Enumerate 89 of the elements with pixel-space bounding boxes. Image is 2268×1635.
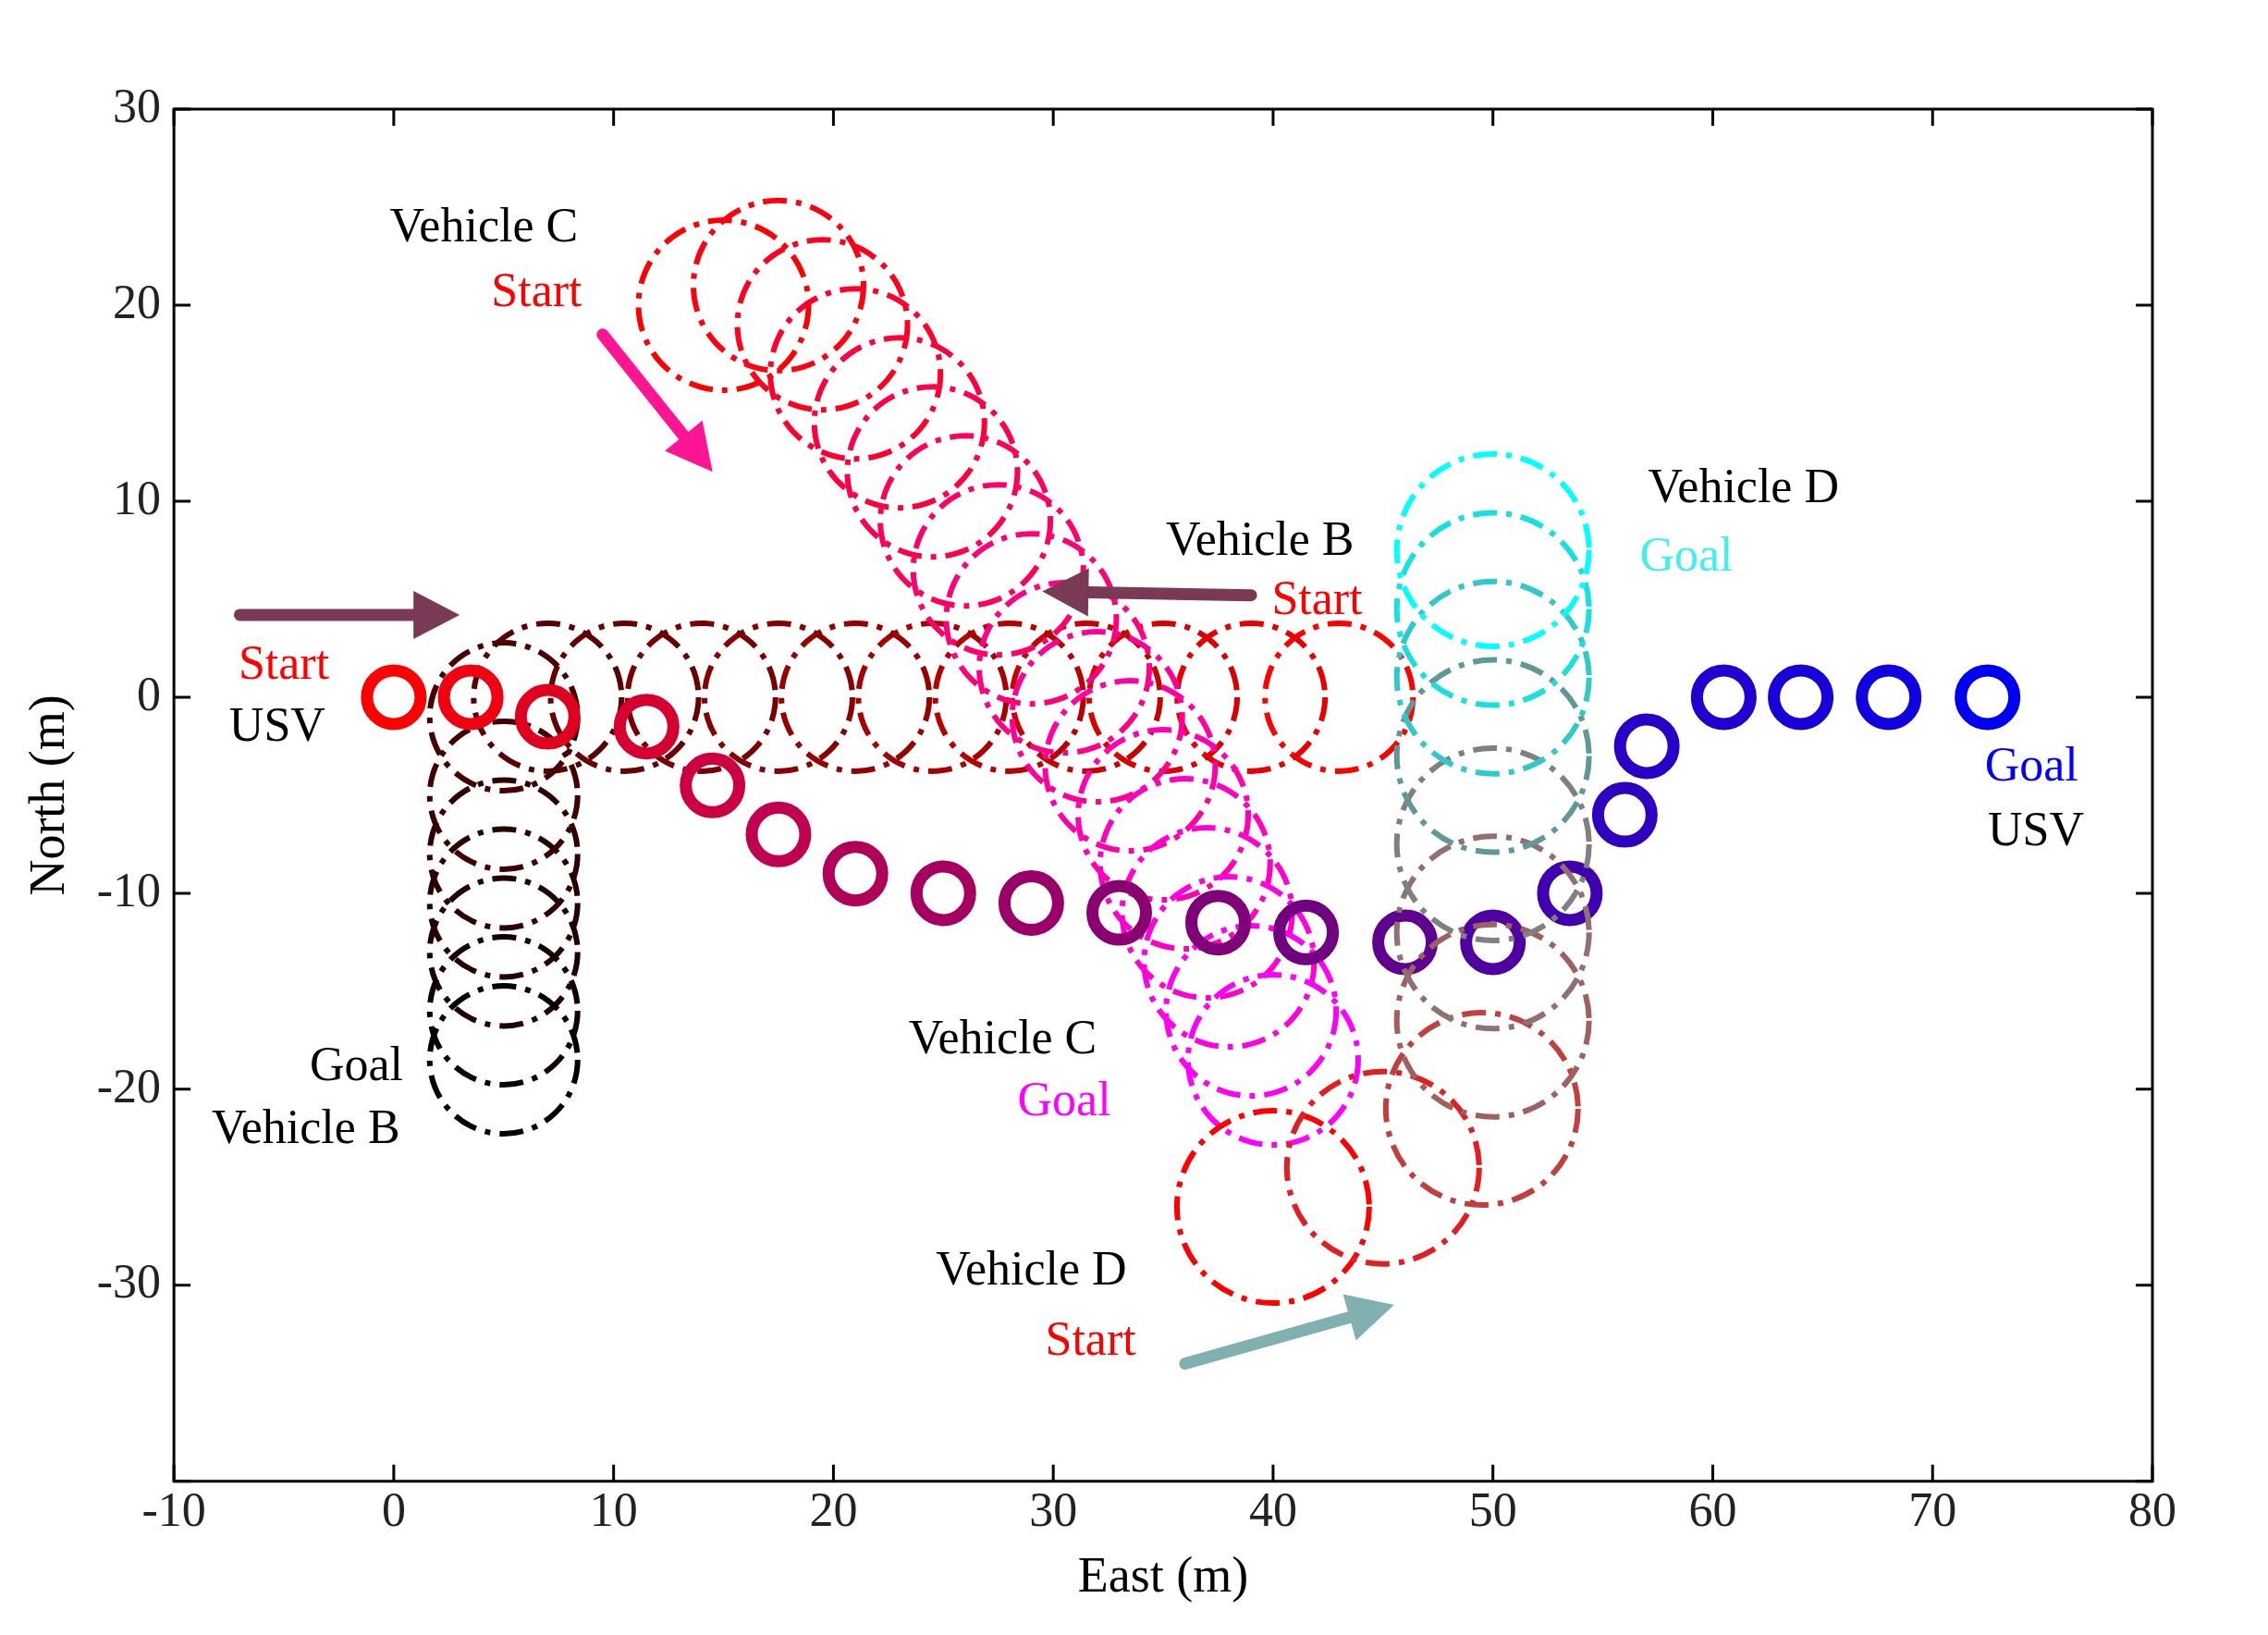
y-axis-title: North (m): [18, 695, 75, 896]
annotation: Start: [1045, 1311, 1137, 1365]
x-tick-label: 10: [589, 1482, 638, 1536]
point: [1184, 972, 1361, 1149]
point: [1009, 629, 1185, 805]
point: [1075, 727, 1252, 904]
annotation: Vehicle C: [389, 198, 579, 252]
annotation: Vehicle D: [1648, 459, 1839, 512]
point: [1393, 450, 1592, 649]
y-tick-label: -10: [96, 863, 162, 916]
point: [680, 752, 746, 818]
point: [426, 875, 581, 1029]
annotation: Vehicle C: [908, 1010, 1097, 1063]
annotation: Start: [1271, 571, 1364, 624]
point: [690, 197, 866, 374]
point: [1690, 664, 1757, 731]
point: [998, 869, 1064, 936]
annotation: Goal: [1984, 737, 2078, 791]
point: [426, 826, 581, 980]
annotation: Vehicle D: [936, 1241, 1127, 1295]
y-tick-label: 20: [113, 275, 162, 328]
x-tick-label: 0: [381, 1482, 406, 1536]
point: [1591, 781, 1658, 848]
point: [1086, 879, 1153, 946]
point: [1393, 657, 1592, 855]
y-tick-label: 0: [137, 667, 162, 720]
point: [855, 620, 1010, 774]
point: [1393, 578, 1592, 777]
x-tick-label: 70: [1908, 1482, 1957, 1536]
point: [1393, 744, 1592, 943]
annotation: USV: [228, 698, 325, 752]
annotation: Start: [238, 635, 330, 689]
point: [1042, 678, 1219, 854]
point: [426, 934, 581, 1088]
annotation: Start: [491, 263, 583, 316]
point: [976, 580, 1153, 756]
point: [1537, 860, 1603, 927]
annotation: Vehicle B: [211, 1100, 400, 1154]
x-tick-label: 60: [1688, 1482, 1737, 1536]
point: [1119, 825, 1295, 1002]
y-tick-label: -30: [96, 1255, 162, 1309]
point: [547, 620, 702, 774]
x-axis-title: East (m): [1077, 1546, 1249, 1603]
point: [1393, 510, 1592, 708]
point: [1955, 664, 2021, 731]
point: [811, 335, 987, 511]
point: [1273, 899, 1340, 965]
point: [1856, 664, 1922, 731]
point: [701, 620, 855, 774]
point: [1382, 1010, 1581, 1209]
point: [426, 640, 581, 794]
point: [844, 384, 1021, 560]
y-tick-label: -20: [96, 1059, 162, 1113]
point: [1283, 1068, 1482, 1267]
point: [822, 841, 889, 907]
y-tick-label: 10: [113, 471, 162, 524]
point: [778, 620, 933, 774]
annotation: Vehicle B: [1165, 512, 1355, 566]
point: [426, 777, 581, 931]
point: [624, 620, 778, 774]
point: [910, 482, 1086, 658]
point: [1174, 620, 1329, 774]
x-tick-label: 30: [1029, 1482, 1078, 1536]
point: [1163, 923, 1340, 1100]
annotation: Goal: [309, 1038, 404, 1091]
x-tick-label: 20: [809, 1482, 858, 1536]
point: [426, 718, 581, 872]
point: [734, 237, 911, 413]
annotation: Goal: [1017, 1073, 1111, 1126]
annotation: Goal: [1639, 528, 1734, 582]
x-tick-label: 50: [1468, 1482, 1517, 1536]
point: [1097, 776, 1273, 953]
point: [745, 801, 812, 867]
point: [1372, 909, 1439, 976]
annotation: USV: [1987, 802, 2084, 855]
x-tick-label: 40: [1248, 1482, 1297, 1536]
point: [943, 531, 1120, 707]
point: [1393, 833, 1592, 1032]
point: [877, 433, 1054, 609]
point: [1141, 874, 1318, 1051]
point: [1768, 664, 1834, 731]
point: [1393, 921, 1592, 1120]
point: [910, 860, 976, 927]
point: [426, 983, 581, 1137]
x-tick-label: 80: [2128, 1482, 2176, 1536]
point: [1613, 713, 1680, 780]
y-tick-label: 30: [113, 79, 162, 132]
point: [767, 286, 944, 462]
point: [471, 620, 625, 774]
